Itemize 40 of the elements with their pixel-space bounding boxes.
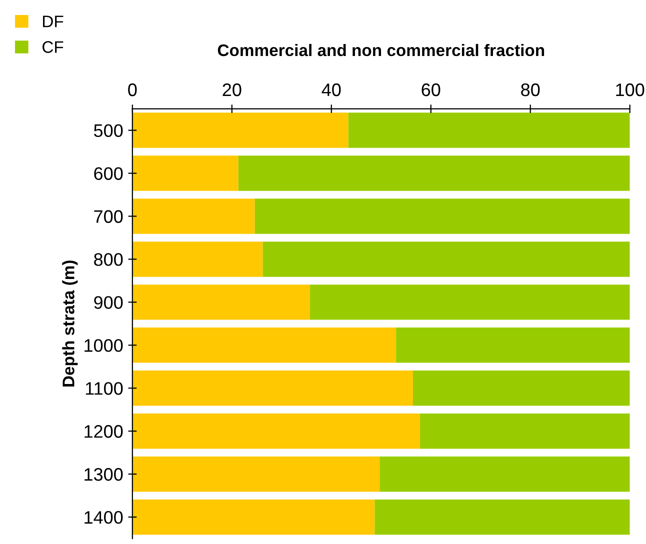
- y-tick-label: 1200: [84, 425, 123, 438]
- y-tick-label: 600: [94, 167, 123, 180]
- bar: [396, 328, 630, 363]
- x-tick-label: 100: [616, 83, 644, 96]
- x-tick-label: 0: [128, 83, 137, 96]
- y-axis-title: Depth strata (m): [62, 260, 78, 386]
- y-tick-label: 1400: [84, 511, 123, 524]
- bar: [132, 242, 263, 277]
- y-tick-label: 1000: [84, 339, 123, 352]
- y-tick-label: 1100: [86, 382, 123, 395]
- bar: [348, 112, 630, 148]
- bar: [132, 499, 375, 535]
- bar: [132, 456, 380, 492]
- bar: [310, 284, 630, 320]
- bar: [132, 328, 396, 363]
- y-tick-label: 700: [94, 210, 123, 223]
- bar: [374, 499, 630, 535]
- bar: [132, 414, 420, 449]
- bar: [132, 112, 348, 148]
- bar: [132, 156, 238, 191]
- y-tick-label: 1300: [84, 468, 123, 481]
- bar: [420, 414, 630, 449]
- bar: [132, 370, 413, 406]
- bar: [380, 456, 630, 492]
- bar: [132, 198, 255, 234]
- y-tick-label: 800: [94, 253, 123, 266]
- legend-label: CF: [42, 41, 64, 53]
- bar: [132, 284, 310, 320]
- bar: [238, 156, 630, 191]
- bar: [412, 370, 630, 406]
- y-tick-label: 500: [94, 124, 123, 138]
- legend-label: DF: [43, 16, 64, 28]
- x-tick-label: 60: [422, 83, 440, 96]
- y-tick-label: 900: [94, 296, 123, 309]
- chart-title: Commercial and non commercial fraction: [218, 44, 544, 56]
- bar: [262, 242, 630, 277]
- bar: [254, 198, 630, 234]
- x-tick-label: 40: [322, 83, 341, 96]
- x-tick-label: 20: [222, 83, 242, 96]
- x-tick-label: 80: [521, 83, 540, 96]
